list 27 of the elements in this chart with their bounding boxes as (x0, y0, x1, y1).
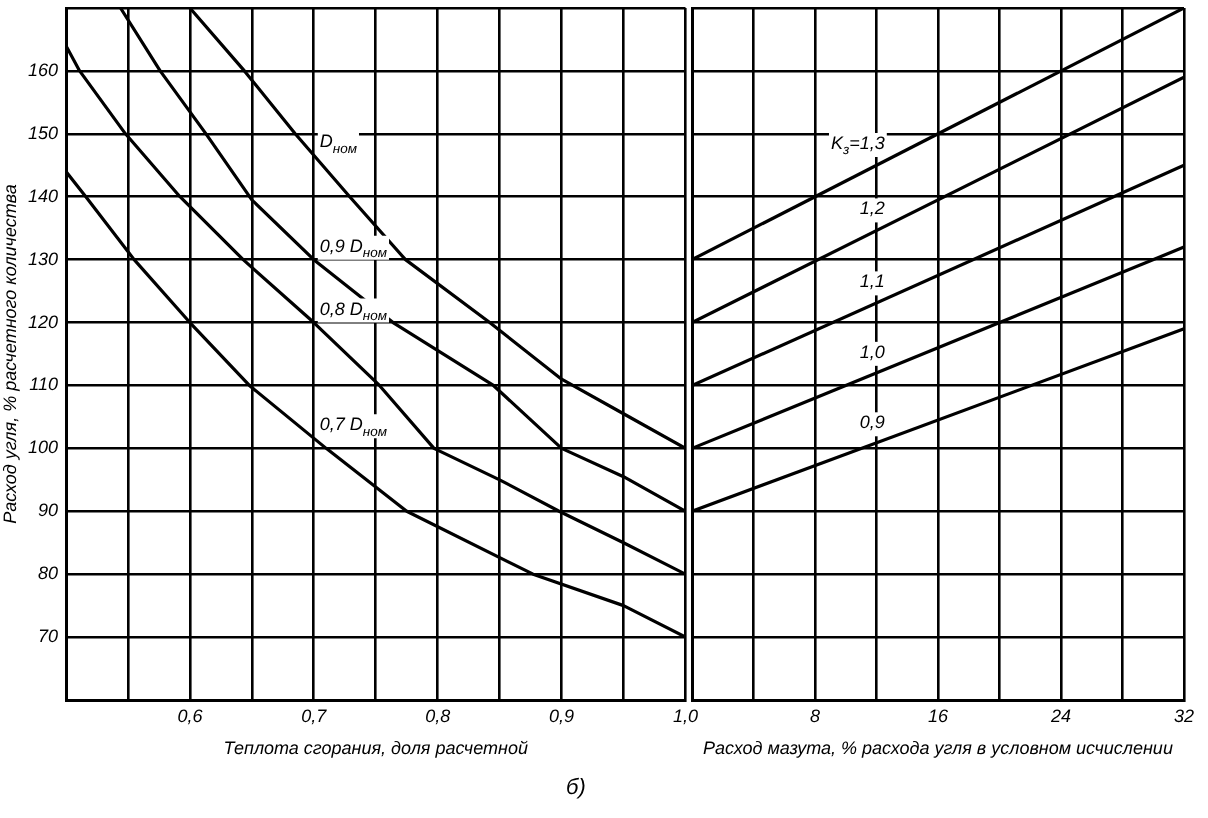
series-label: 0,9 (859, 412, 885, 433)
y-tick-label: 160 (27, 59, 58, 80)
x-axis-title: Теплота сгорания, доля расчетной (223, 738, 528, 759)
x-axis-title: Расход мазута, % расхода угля в условном исчислении (703, 738, 1173, 759)
series-label: 1,2 (859, 198, 885, 219)
x-tick-label: 8 (809, 705, 821, 726)
y-tick-label: 70 (37, 626, 58, 647)
x-tick-label: 0,8 (425, 705, 451, 726)
y-tick-label: 130 (27, 248, 58, 269)
y-tick-label: 90 (37, 500, 58, 521)
y-tick-label: 110 (29, 374, 58, 395)
y-tick-label: 120 (27, 311, 58, 332)
y-tick-label: 150 (27, 122, 58, 143)
text: б) (566, 776, 586, 800)
x-tick-label: 0,6 (177, 705, 203, 726)
x-tick-label: 0,7 (301, 705, 329, 726)
x-tick-label: 16 (927, 705, 949, 726)
x-tick-label: 32 (1173, 705, 1195, 726)
y-axis-title: Расход угля, % расчетного количества (0, 184, 20, 524)
y-tick-label: 140 (27, 185, 58, 206)
y-tick-label: 80 (37, 563, 58, 584)
y-tick-label: 100 (27, 437, 58, 458)
x-tick-label: 24 (1048, 705, 1072, 726)
x-tick-label: 0,9 (549, 705, 575, 726)
series-label: 1,0 (859, 341, 885, 362)
x-tick-label: 1,0 (672, 705, 698, 726)
series-label: 1,1 (859, 271, 885, 292)
